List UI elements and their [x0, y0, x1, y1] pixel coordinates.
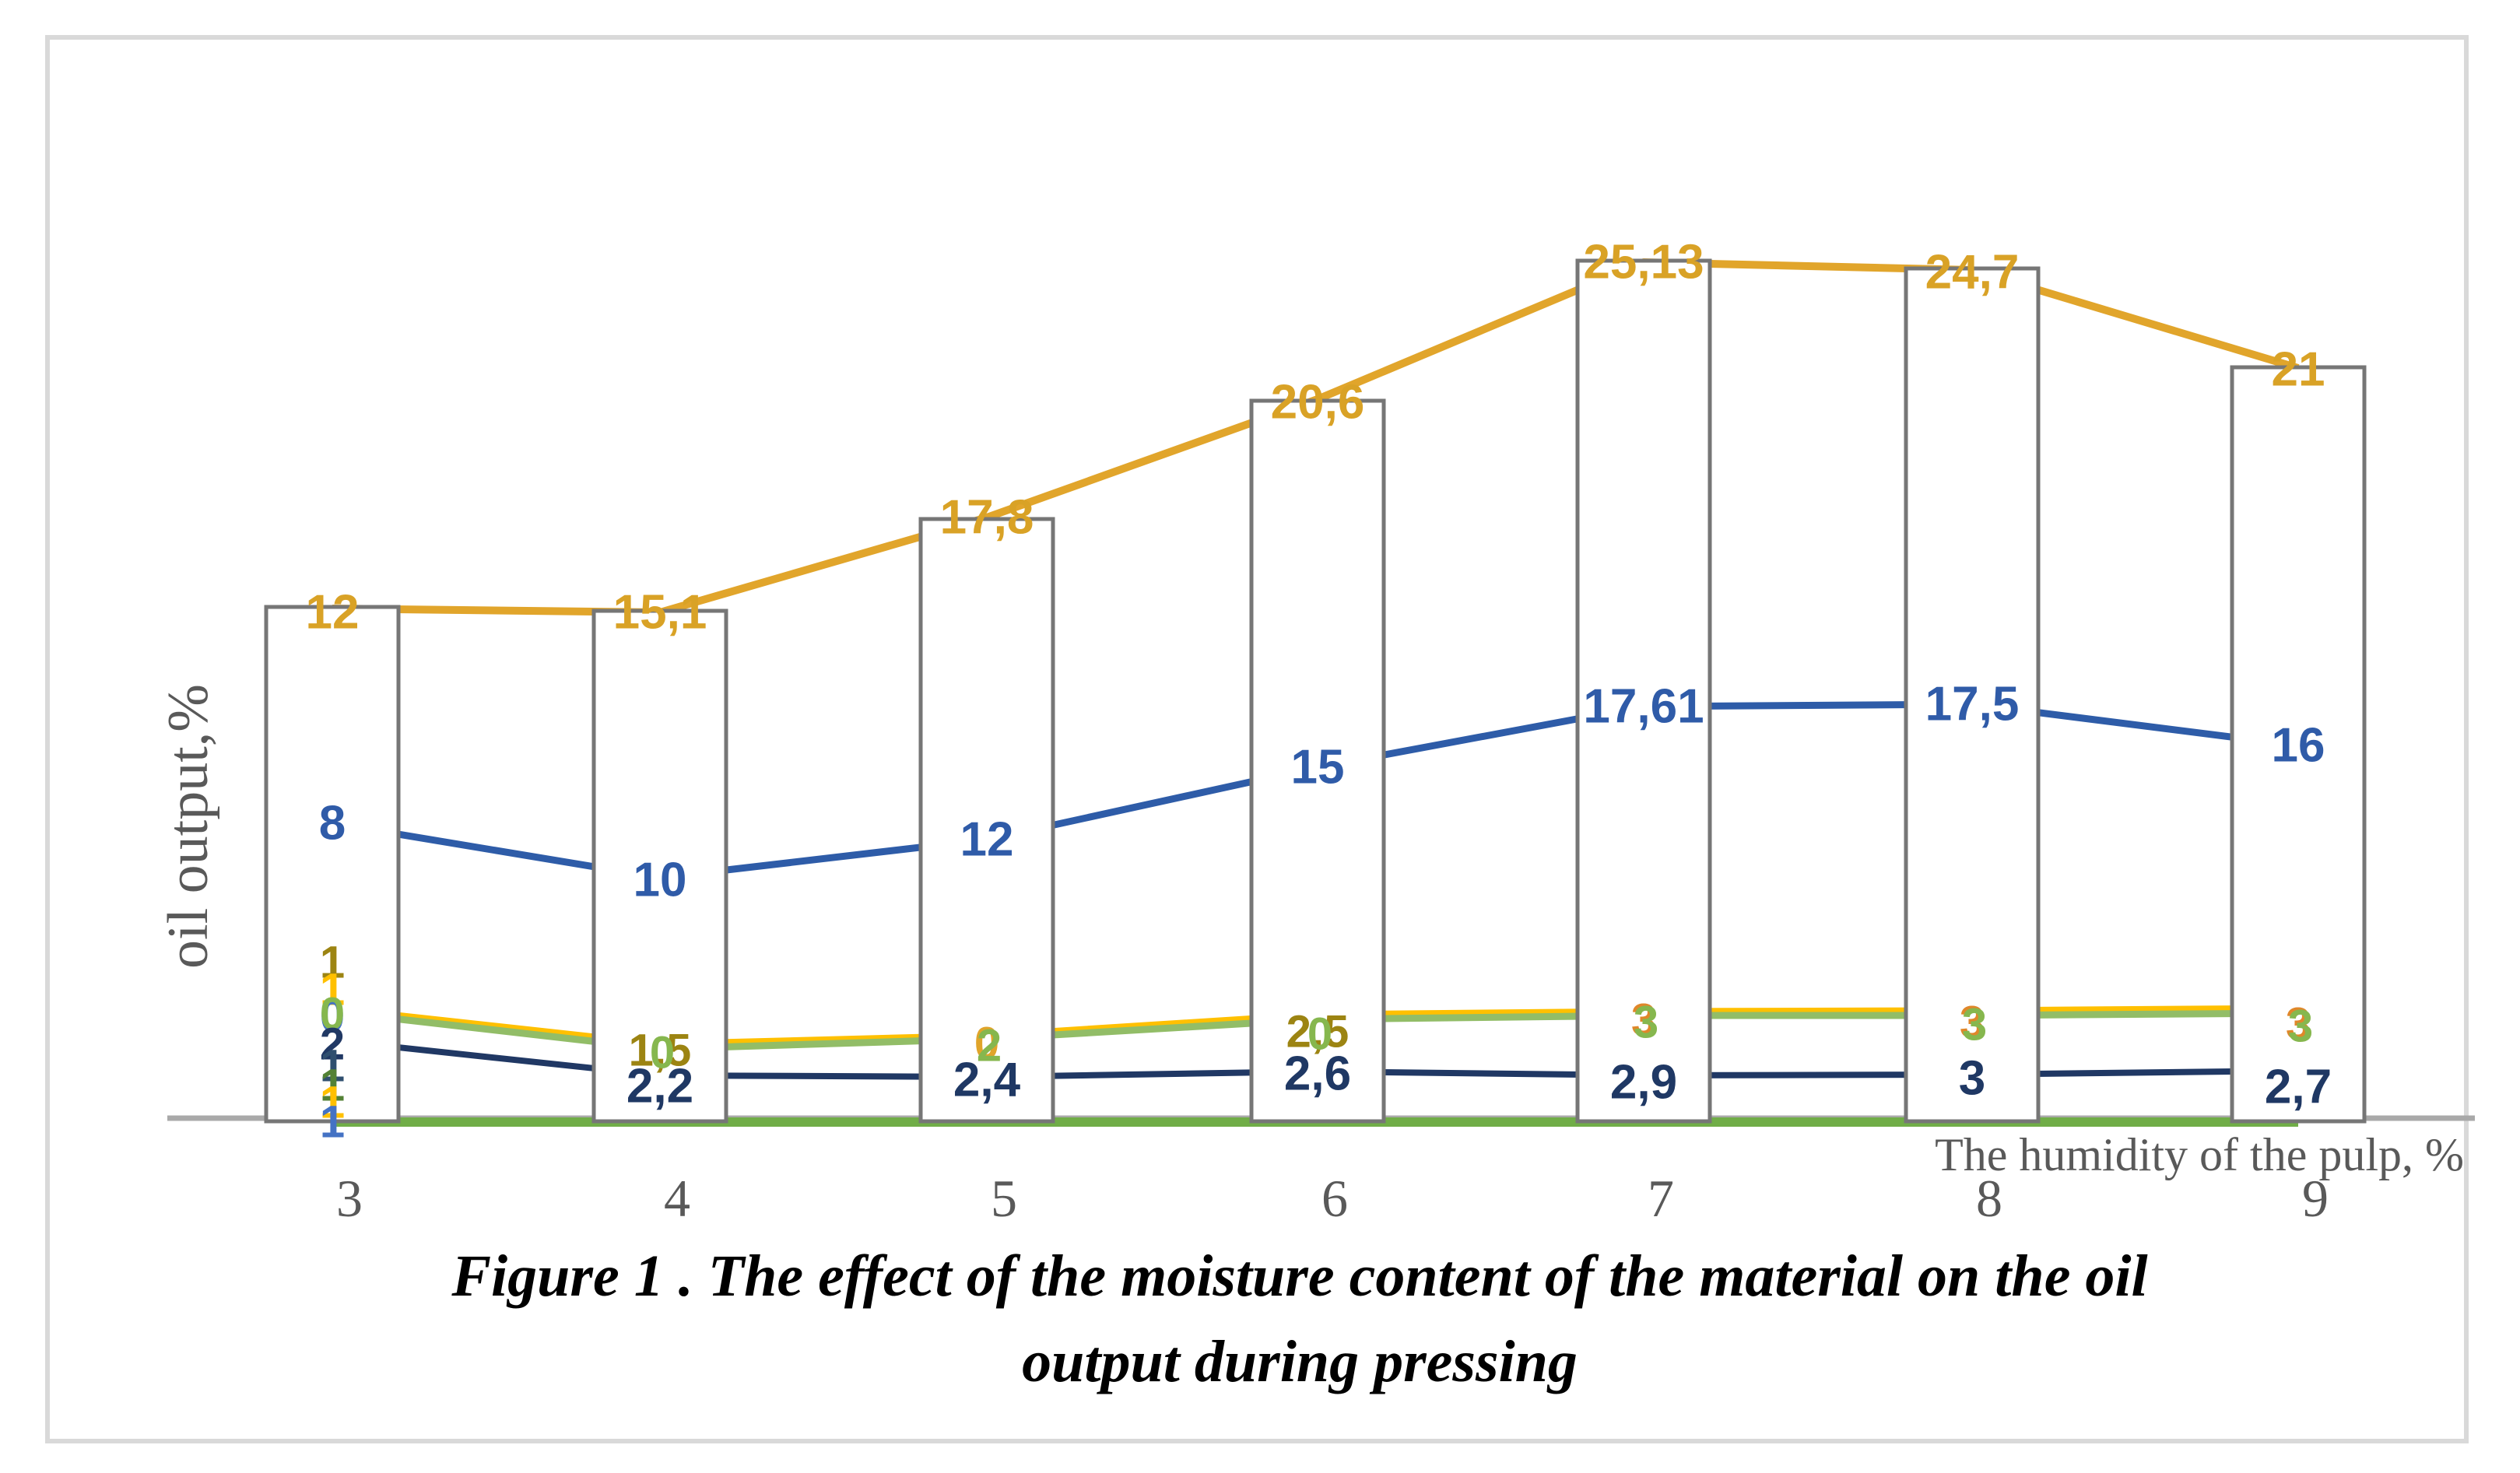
data-label-overlap-front: 3 — [2288, 1001, 2313, 1052]
data-label-cluster-cat3: 1 — [320, 965, 345, 1015]
data-label-cluster-cat3: 1 — [320, 1041, 345, 1092]
x-tick-label: 8 — [1976, 1169, 2002, 1228]
data-label-cluster-cat3: 2 — [320, 1019, 345, 1070]
data-label-navy-line: 3 — [1959, 1052, 1985, 1106]
data-label-navy-line: 2,9 — [1610, 1056, 1677, 1110]
data-label-overlap-back: 0 — [974, 1019, 999, 1069]
data-label-cluster-cat3: 0 — [320, 989, 345, 1040]
data-label-overlap-back: 3 — [1631, 995, 1656, 1046]
data-label-blue-line: 15 — [1291, 741, 1345, 794]
bar-category-3 — [264, 605, 401, 1124]
figure-caption: Figure 1 . The effect of the moisture co… — [311, 1233, 2288, 1405]
data-label-blue-line: 10 — [634, 854, 687, 907]
x-tick-label: 7 — [1648, 1169, 1674, 1228]
data-label-navy-line: 2,4 — [953, 1054, 1021, 1107]
data-label-overlap-front: 2 — [977, 1021, 1002, 1071]
x-tick-label: 5 — [991, 1169, 1017, 1228]
data-label-overlap-back: 2,5 — [1286, 1007, 1349, 1057]
bar-category-9 — [2230, 365, 2367, 1124]
data-label-cluster-cat3: 1 — [320, 1078, 345, 1128]
data-label-overlap-back: 1,5 — [629, 1026, 692, 1076]
data-label-orange-line: 21 — [2272, 343, 2325, 397]
data-label-blue-line: 8 — [319, 797, 346, 850]
bar-category-5 — [918, 517, 1055, 1124]
data-label-cluster-cat3: 1 — [320, 1097, 345, 1148]
data-label-overlap-back: 3 — [2286, 999, 2311, 1050]
data-label-orange-line: 24,7 — [1925, 246, 2020, 300]
data-label-blue-line: 16 — [2272, 719, 2325, 773]
data-label-navy-line: 2,2 — [626, 1060, 693, 1114]
figure-caption-line1: Figure 1 . The effect of the moisture co… — [451, 1243, 2148, 1309]
data-label-orange-line: 17,8 — [940, 491, 1034, 545]
bar-category-7 — [1575, 258, 1712, 1124]
x-tick-label: 4 — [664, 1169, 690, 1228]
x-tick-label: 3 — [336, 1169, 363, 1228]
data-label-overlap-back: 3 — [1960, 998, 1985, 1048]
data-label-overlap-front: 3 — [1962, 1000, 1987, 1050]
data-label-orange-line: 15,1 — [613, 586, 707, 640]
figure-caption-line2: output during pressing — [1022, 1329, 1578, 1395]
x-axis-title: The humidity of the pulp, % — [1935, 1129, 2464, 1180]
data-label-orange-line: 12 — [306, 586, 360, 640]
x-tick-label: 9 — [2302, 1169, 2329, 1228]
y-axis-title: oil output,% — [156, 684, 220, 969]
data-label-orange-line: 25,13 — [1583, 236, 1704, 289]
data-label-cluster-cat3: 1 — [320, 938, 345, 988]
data-label-overlap-front: 0 — [650, 1028, 675, 1078]
bar-category-8 — [1904, 266, 2041, 1124]
x-tick-label: 6 — [1321, 1169, 1348, 1228]
data-label-overlap-front: 0 — [1307, 1009, 1332, 1060]
data-label-blue-line: 17,61 — [1583, 680, 1704, 734]
data-label-blue-line: 12 — [960, 813, 1014, 867]
data-label-orange-line: 20,6 — [1271, 376, 1365, 430]
data-label-overlap-front: 3 — [1634, 998, 1658, 1048]
data-label-navy-line: 2,7 — [2265, 1061, 2332, 1114]
data-label-cluster-cat3: 1 — [320, 1061, 345, 1111]
data-label-blue-line: 17,5 — [1925, 678, 2020, 731]
bar-category-6 — [1249, 398, 1386, 1124]
bar-category-4 — [591, 608, 728, 1124]
data-label-navy-line: 2,6 — [1284, 1047, 1351, 1101]
data-label-cluster-cat3: 0 — [320, 991, 345, 1042]
